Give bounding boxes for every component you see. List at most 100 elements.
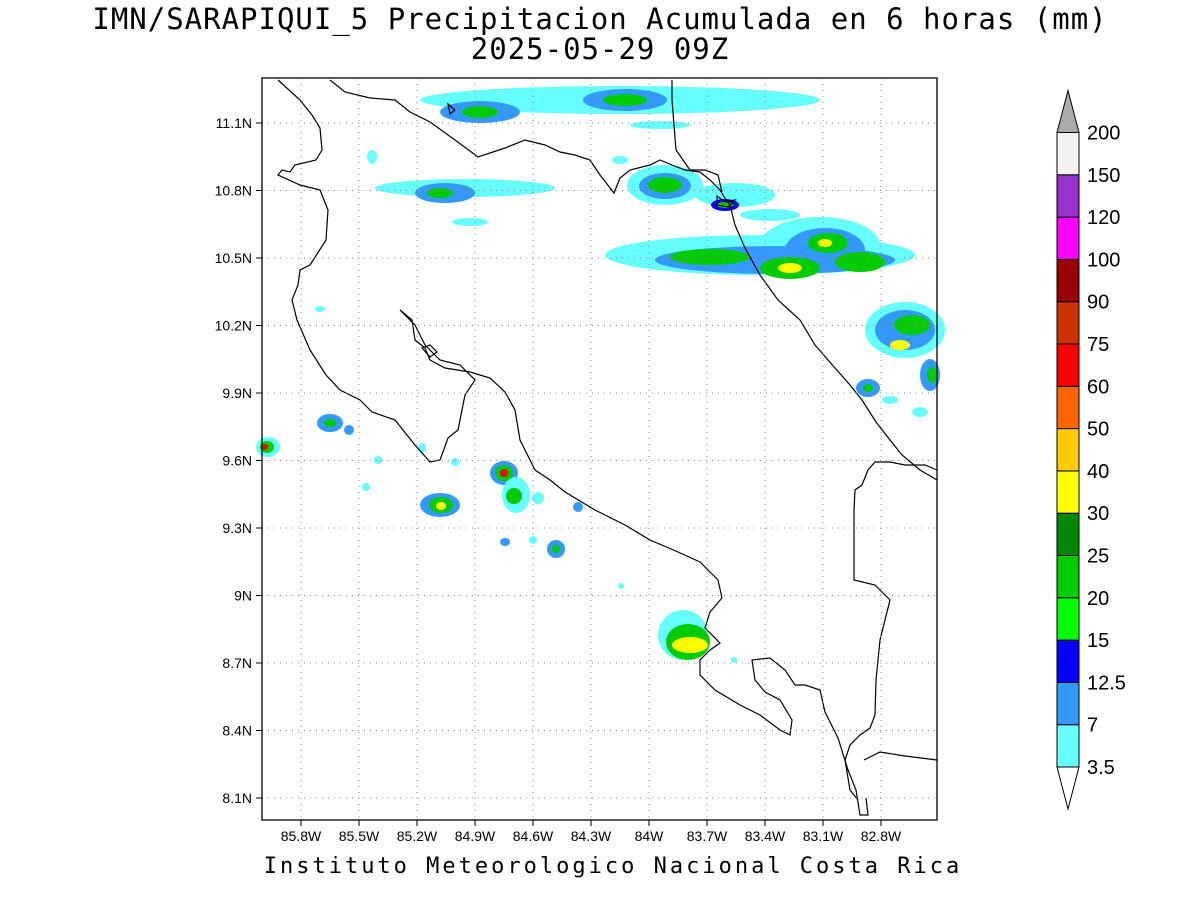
colorbar-high-arrow — [1056, 88, 1080, 133]
precip-cell — [630, 121, 690, 129]
lon-tick-label: 84.6W — [513, 828, 554, 844]
lat-tick-label: 9.6N — [222, 453, 252, 469]
precip-cell — [912, 407, 928, 417]
colorbar-label: 200 — [1087, 123, 1120, 145]
precip-cell — [315, 306, 325, 312]
precip-cell — [324, 419, 336, 427]
lat-tick-label: 8.1N — [222, 790, 252, 806]
colorbar-segment — [1056, 512, 1080, 557]
lat-tick-label: 9.3N — [222, 520, 252, 536]
colorbar-segment — [1056, 258, 1080, 303]
precip-cell — [573, 502, 583, 512]
coastline — [277, 79, 938, 816]
precip-cell — [835, 252, 885, 272]
precip-cell — [506, 488, 522, 504]
colorbar-label: 50 — [1087, 419, 1109, 441]
precip-cell — [672, 637, 708, 653]
precip-cell — [648, 177, 682, 193]
longitude-labels: 85.8W 85.5W 85.2W 84.9W 84.6W 84.3W 84W 83.7W 83… — [281, 828, 902, 844]
colorbar-low-arrow — [1056, 766, 1080, 811]
lon-tick-label: 84.3W — [571, 828, 612, 844]
colorbar-label: 75 — [1087, 334, 1109, 356]
lat-tick-label: 10.2N — [215, 318, 252, 334]
precip-cell — [612, 156, 628, 164]
colorbar-segment — [1056, 724, 1080, 768]
colorbar-label: 120 — [1087, 207, 1120, 229]
map-title: IMN/SARAPIQUI_5 Precipitacion Acumulada … — [92, 2, 1108, 36]
colorbar-label: 60 — [1087, 376, 1109, 398]
colorbar-label: 7 — [1087, 715, 1098, 737]
colorbar-segment — [1056, 681, 1080, 726]
precip-cell — [427, 188, 453, 198]
map-subtitle-datetime: 2025-05-29 09Z — [470, 32, 730, 66]
colorbar-segment — [1056, 132, 1080, 176]
footer-credit: Instituto Meteorologico Nacional Costa R… — [263, 854, 963, 879]
precip-cell — [927, 367, 937, 383]
precip-cell — [894, 315, 930, 335]
precip-cell — [618, 583, 624, 589]
colorbar-segment — [1056, 301, 1080, 345]
colorbar-label: 20 — [1087, 588, 1109, 610]
colorbar-segment — [1056, 174, 1080, 218]
precip-cell — [890, 340, 910, 350]
lat-tick-label: 11.1N — [216, 115, 252, 131]
lon-tick-label: 84.9W — [455, 828, 496, 844]
colorbar-segment — [1056, 428, 1080, 472]
colorbar-label: 15 — [1087, 630, 1109, 652]
precip-cell — [532, 492, 544, 504]
precip-cell — [740, 209, 800, 221]
precip-cell — [462, 106, 498, 118]
lon-tick-label: 84W — [635, 828, 665, 844]
latitude-labels: 11.1N 10.8N 10.5N 10.2N 9.9N 9.6N 9.3N 9N 8.7N 8.… — [215, 115, 252, 806]
precip-cell — [818, 239, 832, 247]
lon-tick-label: 83.4W — [745, 828, 786, 844]
lon-tick-label: 85.5W — [339, 828, 380, 844]
precip-cell — [367, 150, 377, 164]
precip-cell — [374, 456, 382, 464]
colorbar-label: 40 — [1087, 461, 1109, 483]
lon-tick-label: 83.1W — [803, 828, 844, 844]
colorbar-segment — [1056, 385, 1080, 430]
precip-cell — [670, 249, 750, 265]
lon-tick-label: 83.7W — [687, 828, 728, 844]
precip-cell — [362, 483, 370, 491]
colorbar-segment — [1056, 597, 1080, 641]
precip-cell — [436, 502, 446, 510]
colorbar-label: 90 — [1087, 292, 1109, 314]
lon-tick-label: 85.8W — [281, 828, 322, 844]
colorbar: 3.5 7 12.5 15 20 25 30 40 50 60 75 90 100 120 150 200 — [1056, 88, 1126, 811]
precip-cell — [418, 443, 426, 453]
colorbar-segment — [1056, 470, 1080, 514]
colorbar-segment — [1056, 555, 1080, 599]
colorbar-label: 25 — [1087, 546, 1109, 568]
precip-cell — [778, 263, 802, 273]
precip-cell — [262, 444, 268, 450]
colorbar-segment — [1056, 639, 1080, 683]
precip-cell — [451, 458, 459, 466]
precip-cell — [552, 545, 560, 553]
precip-cell — [452, 218, 488, 226]
lat-tick-label: 9.9N — [222, 385, 252, 401]
precip-cell — [882, 396, 898, 404]
graticule — [256, 78, 937, 826]
colorbar-label: 30 — [1087, 503, 1109, 525]
map-frame — [261, 77, 938, 821]
precipitation-field — [256, 86, 945, 663]
lat-tick-label: 8.7N — [222, 655, 252, 671]
precip-cell — [500, 469, 508, 477]
lon-tick-label: 85.2W — [397, 828, 438, 844]
lat-tick-label: 10.5N — [215, 250, 252, 266]
lat-tick-label: 10.8N — [215, 183, 252, 199]
precip-cell — [500, 538, 510, 546]
precip-cell — [731, 657, 737, 663]
colorbar-segment — [1056, 343, 1080, 387]
colorbar-label: 3.5 — [1087, 757, 1115, 779]
colorbar-segment — [1056, 216, 1080, 260]
lat-tick-label: 8.4N — [222, 723, 252, 739]
precip-cell — [603, 94, 647, 106]
colorbar-label: 100 — [1087, 249, 1120, 271]
colorbar-label: 150 — [1087, 165, 1120, 187]
colorbar-label: 12.5 — [1087, 672, 1126, 694]
lon-tick-label: 82.8W — [861, 828, 902, 844]
